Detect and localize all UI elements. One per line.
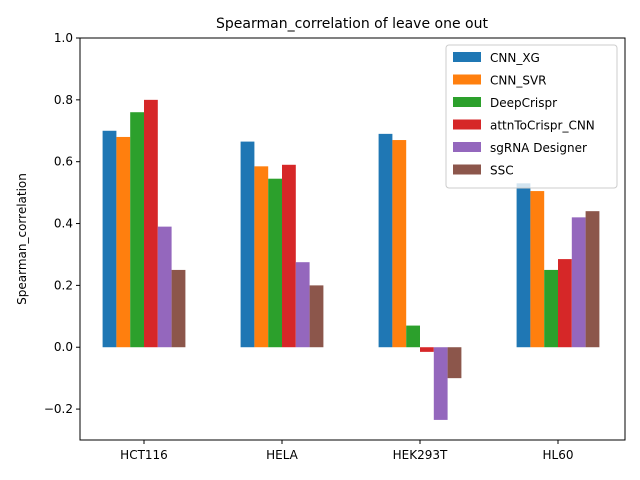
plot-frame [79,37,626,441]
bar [116,136,131,348]
x-tick-label: HCT116 [120,448,168,462]
bar [585,211,600,348]
chart-title: Spearman_correlation of leave one out [216,16,488,32]
legend-swatch [453,164,481,175]
bar [157,226,172,348]
legend: CNN_XG CNN_SVR DeepCrispr attnToCrispr_CNNs… [445,44,618,189]
bar [171,269,186,348]
y-tick-label: 0.6 [54,155,73,169]
bar [309,285,324,348]
legend-label: CNN_SVR [490,74,547,88]
bar [268,178,282,348]
bar [544,269,558,348]
legend-label: sgRNA Designer [490,141,587,155]
bar [392,140,407,348]
legend-swatch [453,52,481,62]
legend-label: CNN_XG [490,51,540,65]
y-tick-label: 0.0 [54,340,73,354]
x-tick-label: HEK293T [393,448,448,462]
y-axis-title: Spearman_correlation [15,173,29,305]
y-tick-label: 1.0 [54,31,73,45]
bar [295,262,310,348]
legend-label: attnToCrispr_CNN [490,119,595,133]
bar [130,112,144,348]
y-tick-label: 0.2 [54,278,73,292]
x-axis: HCT116 HELA HEK293T HL60 [120,440,573,462]
bar [447,347,462,379]
y-tick-label: −0.2 [44,402,73,416]
y-tick-label: 0.4 [54,217,73,231]
bar [420,347,434,352]
bar [144,99,158,348]
bar [516,183,531,348]
legend-swatch [453,97,481,107]
y-axis: −0.2 0.0 0.2 0.4 0.6 0.8 1.0 [44,31,80,416]
bar [406,325,420,348]
bar [530,191,545,348]
y-tick-label: 0.8 [54,93,73,107]
bar [282,164,296,348]
legend-swatch [453,142,481,152]
bar [240,141,255,348]
bar [558,259,572,348]
bar [254,166,269,348]
legend-label: DeepCrispr [490,96,557,110]
legend-swatch [453,74,481,85]
legend-frame [445,44,618,189]
legend-label: SSC [490,164,514,178]
bar [378,133,393,348]
bar [433,347,448,420]
legend-swatch [453,119,481,130]
bar [102,130,117,348]
bar [571,217,586,348]
x-tick-label: HELA [266,448,299,462]
bars-group [102,99,600,420]
x-tick-label: HL60 [543,448,574,462]
